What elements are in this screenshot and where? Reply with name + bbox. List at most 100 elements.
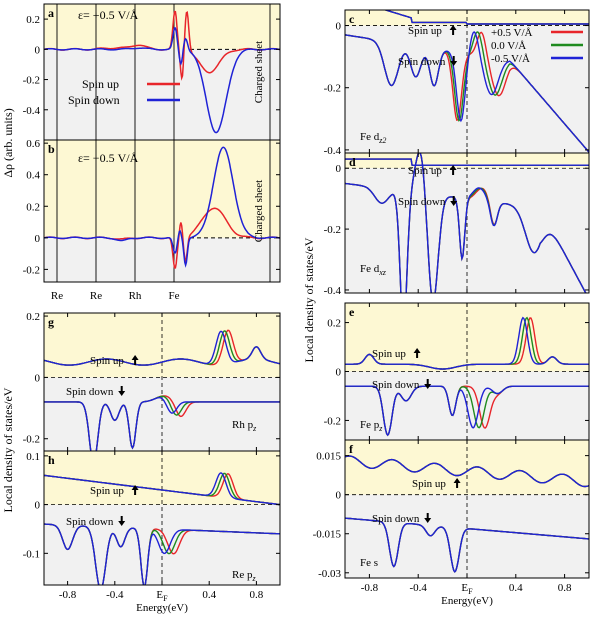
curves (345, 10, 589, 153)
y-tick-label: -0.2 (324, 415, 341, 427)
spin-up-arrow-icon (453, 478, 461, 488)
spin-down-series-2 (44, 523, 280, 585)
spin-down-series-2 (345, 31, 589, 153)
spin-down-arrow-icon (118, 516, 126, 526)
spin-down-series-2 (345, 153, 587, 293)
atom-label: Rh (129, 290, 142, 302)
spin-down-series-2 (345, 385, 589, 437)
y-tick-label: 0 (336, 21, 342, 33)
x-tick-label: 0.4 (202, 589, 216, 601)
y-tick-label: 0.2 (327, 318, 341, 330)
spin-up-series-2 (345, 158, 589, 166)
x-tick-label: -0.8 (59, 589, 77, 601)
y-tick-label: -0.03 (318, 568, 341, 580)
panel-a: 0.2 0 -0.2 -0.4 a ε= +0.5 V/Å Charged sheet (23, 3, 281, 141)
y-axis-label-ldos-left: Local density of states/eV (1, 387, 15, 512)
y-tick-label: 0 (336, 163, 342, 175)
spin-up-label: Spin up (408, 25, 442, 37)
y-tick-label: 0.4 (26, 170, 40, 182)
panel-letter: b (48, 142, 55, 156)
y-tick-label: 0.6 (26, 138, 40, 150)
legend-ab: Spin up Spin down (68, 77, 180, 107)
spin-down-label: Spin down (66, 516, 114, 528)
curves (345, 455, 589, 573)
atom-label: Re (90, 290, 102, 302)
y-tick-label: 0 (35, 372, 41, 384)
panel-frame (43, 139, 281, 283)
spin-up-arrow-icon (449, 165, 457, 175)
legend-c: +0.5 V/Å0.0 V/Å-0.5 V/Å (491, 27, 583, 65)
spin-down-label: Spin down (398, 196, 446, 208)
blue-curve (44, 27, 280, 134)
legend-entry: +0.5 V/Å (491, 27, 533, 39)
spin-up-series-2 (383, 10, 589, 25)
legend-entry: Spin down (68, 93, 120, 107)
panel-letter: e (349, 305, 355, 319)
spin-up-label: Spin up (372, 348, 406, 360)
legend-entry: 0.0 V/Å (491, 40, 526, 52)
x-axis-label: Energy(eV) (136, 602, 188, 614)
atom-label: Fe (169, 290, 180, 302)
orbital-label: Fe pz (360, 419, 383, 433)
spin-up-arrow-icon (131, 355, 139, 365)
spin-down-label: Spin down (66, 386, 114, 398)
y-tick-label: 0.1 (26, 451, 40, 463)
y-tick-label: -0.4 (324, 285, 342, 297)
spin-down-label: Spin down (372, 513, 420, 525)
panel-e: 0.2 0 -0.2 e Spin up Spin down Fe pz (324, 302, 590, 441)
y-tick-label: -0.2 (324, 224, 341, 236)
spin-up-series-2 (44, 472, 280, 506)
x-tick-label: 0.8 (250, 589, 264, 601)
panel-letter: d (349, 155, 356, 169)
y-tick-label: -0.4 (23, 105, 41, 117)
x-axis-label: Energy(eV) (441, 595, 493, 607)
panel-letter: g (48, 315, 54, 329)
y-axis-label-ldos-right: Local density of states/eV (302, 237, 316, 362)
panel-letter: c (349, 12, 355, 26)
spin-up-arrow-icon (449, 25, 457, 35)
atom-label: Re (51, 290, 63, 302)
spin-down-arrow-icon (118, 386, 126, 396)
curves (345, 153, 589, 293)
x-tick-label: 0.4 (509, 582, 523, 594)
x-tick-label: EF (461, 582, 473, 596)
y-tick-label: -0.1 (23, 548, 40, 560)
spin-down-label: Spin down (372, 379, 420, 391)
y-tick-label: 0.2 (26, 311, 40, 323)
curves (44, 10, 280, 134)
y-tick-label: 0 (35, 44, 41, 56)
panel-letter: a (48, 6, 54, 20)
y-tick-label: 0.2 (26, 201, 40, 213)
panel-g: 0.2 0 -0.2 g Spin up Spin down Rh pz (23, 311, 281, 452)
spin-up-arrow-icon (131, 485, 139, 495)
y-axis-label-delta: Δρ (arb. units) (1, 108, 15, 177)
panel-h: 0.1 0 -0.1 h Spin up Spin down Re pz -0.8 -0.4 EF… (23, 450, 281, 614)
curves (44, 146, 280, 269)
curves (44, 329, 280, 451)
spin-up-label: Spin up (90, 485, 124, 497)
spin-up-series-2 (44, 330, 280, 366)
x-tick-label: EF (156, 589, 168, 603)
positive-region (44, 4, 280, 50)
spin-down-series-2 (44, 396, 280, 451)
panel-b: 0.6 0.4 0.2 0 -0.2 b ε= −0.5 V/Å Charged sheet (23, 138, 281, 283)
spin-down-arrow-icon (424, 513, 432, 523)
spin-down-arrow-icon (450, 56, 458, 66)
x-tick-label: -0.4 (106, 589, 124, 601)
spin-up-label: Spin up (412, 478, 446, 490)
atom-labels: Re Re Rh Fe (51, 290, 180, 302)
negative-region (44, 49, 280, 141)
legend-entry: -0.5 V/Å (491, 53, 530, 65)
y-tick-label: -0.2 (23, 75, 40, 87)
spin-up-series-2 (345, 316, 589, 370)
y-tick-label: 0 (336, 367, 342, 379)
charged-sheet-label: Charged sheet (253, 180, 265, 242)
y-tick-label: -0.015 (313, 529, 342, 541)
panel-letter: f (349, 442, 354, 456)
charged-sheet-label: Charged sheet (253, 41, 265, 103)
positive-region (44, 140, 280, 238)
panel-f: 0.015 0 -0.015 -0.03 f Spin up Spin down Fe s -0… (313, 439, 590, 607)
spin-down-arrow-icon (450, 196, 458, 206)
